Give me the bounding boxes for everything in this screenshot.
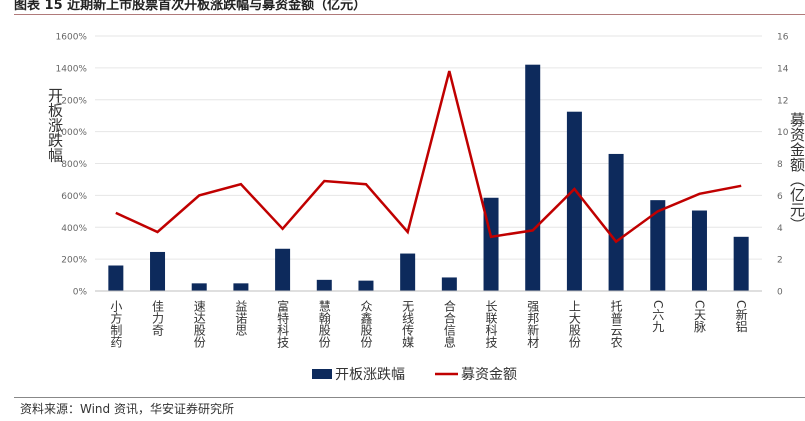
y-axis-label-right: 募资金额（亿元） — [788, 112, 805, 232]
y-tick-label-left: 0% — [73, 288, 88, 298]
x-tick-label: 速达股份 — [192, 300, 206, 348]
y-tick-label-left: 1000% — [56, 128, 88, 138]
y-axis-label-left: 开板涨跌幅 — [46, 88, 64, 163]
x-tick-label: 益诺思 — [234, 300, 248, 336]
x-tick-label: 慧翰股份 — [317, 299, 331, 348]
x-tick-label: C六九 — [651, 300, 665, 333]
legend-swatch-bar — [312, 369, 332, 379]
y-tick-label-left: 800% — [61, 160, 87, 170]
x-tick-label: 合合信息 — [442, 299, 456, 348]
bar — [566, 111, 582, 291]
y-tick-label-left: 1400% — [56, 64, 88, 74]
bar — [108, 265, 124, 291]
x-tick-label: 托普云农 — [609, 300, 623, 349]
y-tick-label-right: 4 — [777, 224, 783, 234]
legend-label-line: 募资金额 — [461, 367, 517, 383]
x-tick-label: 无线传媒 — [401, 300, 415, 348]
x-axis-labels: 小方制药 佳力奇 速达股份 益诺思 富特科技 慧翰股份 众鑫股份 无线传媒 合合信息 长联科技 强邦… — [109, 299, 748, 349]
x-tick-label: 富特科技 — [276, 299, 290, 348]
source-note: 资料来源：Wind 资讯，华安证券研究所 — [20, 402, 234, 416]
bar — [733, 236, 749, 291]
bar-series — [108, 64, 749, 291]
x-tick-label: 佳力奇 — [151, 300, 165, 336]
bar — [441, 277, 457, 291]
y-tick-label-right: 2 — [777, 256, 783, 266]
figure-title: 图表 15 近期新上市股票首次开板涨跌幅与募资金额（亿元） — [14, 0, 367, 13]
bar — [233, 283, 249, 291]
left-axis-ticks: 0% 200% 400% 600% 800% 1000% 1200% 1400% 1600% — [56, 33, 88, 298]
y-tick-label-right: 6 — [777, 192, 783, 202]
bar — [191, 283, 207, 291]
y-tick-label-left: 600% — [61, 192, 87, 202]
right-axis-ticks: 0 2 4 6 8 10 12 14 16 — [777, 33, 789, 298]
y-tick-label-right: 14 — [777, 64, 789, 74]
y-tick-label-right: 8 — [777, 160, 783, 170]
y-tick-label-left: 1600% — [56, 33, 88, 43]
bar — [400, 253, 416, 291]
chart: 0% 200% 400% 600% 800% 1000% 1200% 1400% 1600% 0… — [46, 33, 805, 384]
x-tick-label: C天脉 — [692, 300, 706, 332]
bar — [650, 200, 666, 291]
x-tick-label: 强邦新材 — [526, 300, 540, 348]
bar — [316, 279, 332, 291]
y-tick-label-right: 16 — [777, 33, 789, 43]
legend-label-bar: 开板涨跌幅 — [335, 367, 405, 383]
y-tick-label-right: 10 — [777, 128, 789, 138]
bar — [608, 153, 624, 291]
y-tick-label-right: 0 — [777, 288, 783, 298]
x-tick-label: 上大股份 — [567, 300, 581, 348]
gridlines — [95, 35, 762, 260]
x-tick-label: C新铝 — [734, 300, 748, 332]
bar — [525, 64, 541, 291]
y-tick-label-left: 200% — [61, 256, 87, 266]
line-series — [115, 70, 742, 244]
bar — [691, 210, 707, 291]
x-tick-label: 众鑫股份 — [359, 300, 373, 348]
bar — [358, 280, 374, 291]
legend: 开板涨跌幅 募资金额 — [312, 367, 517, 383]
y-tick-label-left: 1200% — [56, 96, 88, 106]
bar — [275, 248, 291, 291]
y-tick-label-right: 12 — [777, 96, 788, 106]
x-tick-label: 小方制药 — [109, 300, 123, 348]
x-tick-label: 长联科技 — [484, 300, 498, 348]
bar — [150, 251, 166, 291]
title-rule — [14, 14, 805, 15]
source-rule — [14, 397, 805, 398]
y-tick-label-left: 400% — [61, 224, 87, 234]
